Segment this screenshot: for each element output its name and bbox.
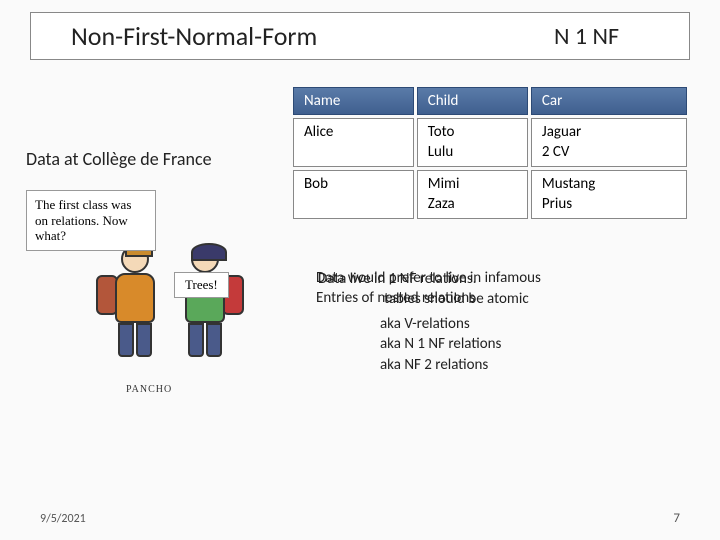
body-line2c: tables should be atomic [384, 290, 529, 308]
data-table: Name Child Car Alice TotoLulu Jaguar2 CV… [290, 84, 690, 222]
col-car: Car [531, 87, 687, 115]
footer-page: 7 [673, 511, 680, 526]
cell-child: TotoLulu [417, 118, 528, 167]
title-left: Non-First-Normal-Form [71, 20, 317, 52]
col-name: Name [293, 87, 414, 115]
subtitle: Data at Collège de France [26, 148, 212, 170]
aka-item: aka V-relations [380, 314, 680, 334]
table-header-row: Name Child Car [293, 87, 687, 115]
cartoon-signature: PANCHO [126, 384, 172, 395]
overlapping-text: Data would prefer to live in infamous Da… [316, 268, 680, 310]
aka-item: aka N 1 NF relations [380, 334, 680, 354]
body-line1b: Data live in 1 NF relations. [318, 270, 477, 288]
cartoon: The first class was on relations. Now wh… [26, 190, 281, 400]
cell-car: Jaguar2 CV [531, 118, 687, 167]
col-child: Child [417, 87, 528, 115]
title-right: N 1 NF [554, 22, 619, 51]
cell-car: MustangPrius [531, 170, 687, 219]
cartoon-kid-right [176, 245, 234, 365]
footer-date: 9/5/2021 [40, 512, 86, 526]
aka-item: aka NF 2 relations [380, 355, 680, 375]
aka-list: aka V-relations aka N 1 NF relations aka… [380, 314, 680, 375]
table-row: Bob MimiZaza MustangPrius [293, 170, 687, 219]
body-line2a: Entries of [316, 289, 374, 307]
cartoon-kid-left [106, 245, 164, 365]
speech-bubble-2: Trees! [174, 272, 229, 298]
cell-name: Bob [293, 170, 414, 219]
cell-child: MimiZaza [417, 170, 528, 219]
cell-name: Alice [293, 118, 414, 167]
body-text: Data would prefer to live in infamous Da… [316, 268, 680, 375]
title-bar: Non-First-Normal-Form N 1 NF [30, 12, 690, 60]
table-row: Alice TotoLulu Jaguar2 CV [293, 118, 687, 167]
speech-bubble-1: The first class was on relations. Now wh… [26, 190, 156, 251]
